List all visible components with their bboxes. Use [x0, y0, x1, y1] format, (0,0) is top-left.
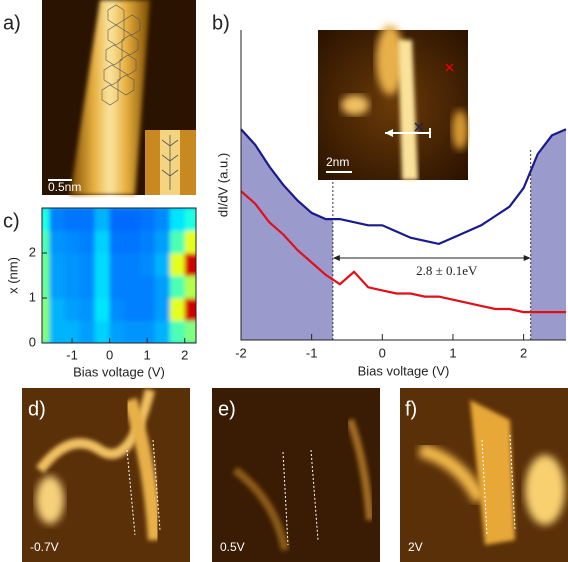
heatmap-cell	[80, 298, 96, 321]
x-tick-label: 1	[144, 347, 151, 362]
heatmap-cell	[155, 231, 171, 254]
heatmap-cell	[95, 321, 111, 344]
stm-image-d	[22, 388, 190, 562]
x-tick-label: 0	[379, 345, 386, 360]
heatmap-cell	[170, 253, 186, 276]
heatmap-cell	[125, 321, 141, 344]
heatmap-cell	[65, 231, 81, 254]
heatmap-cell	[110, 231, 126, 254]
heatmap-cell	[110, 321, 126, 344]
x-tick-label: 2	[520, 345, 527, 360]
heatmap-cell	[185, 298, 201, 321]
figure: 0.5nm a) b) c) 2.8 ± 0.1eV -2 -1 0 1 2 Bias vo…	[0, 0, 568, 562]
panel-label: b)	[212, 12, 230, 34]
heatmap-cell	[80, 208, 96, 231]
heatmap-cell	[140, 298, 156, 321]
bias-label: 2V	[408, 540, 423, 554]
heatmap-cell	[65, 253, 81, 276]
heatmap-cell	[50, 276, 66, 299]
heatmap-cell	[95, 208, 111, 231]
x-tick-label: -1	[66, 347, 78, 362]
heatmap-cell	[125, 276, 141, 299]
heatmap-cell	[170, 208, 186, 231]
heatmap-cell	[155, 253, 171, 276]
heatmap-cell	[95, 253, 111, 276]
heatmap-cell	[170, 231, 186, 254]
heatmap-cell	[155, 276, 171, 299]
y-tick-label: 1	[29, 289, 36, 304]
heatmap-cell	[140, 208, 156, 231]
heatmap-cell	[155, 298, 171, 321]
heatmap-cell	[185, 253, 201, 276]
heatmap-cell	[95, 231, 111, 254]
heatmap-cell	[125, 298, 141, 321]
heatmap-cell	[65, 298, 81, 321]
stm-inset: 2nm	[318, 25, 468, 180]
heatmap-cell	[185, 321, 201, 344]
heatmap-cell	[140, 276, 156, 299]
y-tick-label: 2	[29, 244, 36, 259]
heatmap-cell	[155, 321, 171, 344]
heatmap-cell	[50, 321, 66, 344]
heatmap-cell	[170, 276, 186, 299]
stm-image-e	[212, 388, 380, 562]
panel-label: f)	[405, 398, 417, 420]
x-tick-label: 0	[106, 347, 113, 362]
panel-label: c)	[3, 210, 20, 232]
bias-label: 0.5V	[220, 540, 245, 554]
heatmap-cell	[65, 208, 81, 231]
heatmap-cell	[50, 231, 66, 254]
heatmap-cell	[125, 231, 141, 254]
stm-image-a: 0.5nm	[42, 0, 196, 195]
stm-image-f	[400, 388, 568, 562]
heatmap-cell	[50, 298, 66, 321]
heatmap-cell	[170, 321, 186, 344]
heatmap-cell	[185, 208, 201, 231]
heatmap-cell	[80, 276, 96, 299]
panel-label: d)	[28, 398, 46, 420]
heatmap-cell	[80, 253, 96, 276]
heatmap-cell	[110, 298, 126, 321]
bias-label: -0.7V	[30, 540, 59, 554]
heatmap-cell	[110, 253, 126, 276]
heatmap-cell	[110, 208, 126, 231]
x-tick-label: 2	[181, 347, 188, 362]
heatmap-cells	[34, 208, 200, 344]
panel-label: a)	[3, 12, 21, 34]
x-tick-label: -1	[306, 345, 318, 360]
y-axis-label: dI/dV (a.u.)	[215, 153, 230, 217]
heatmap-cell	[80, 231, 96, 254]
panel-label: e)	[218, 398, 236, 420]
heatmap-cell	[170, 298, 186, 321]
heatmap-cell	[65, 276, 81, 299]
heatmap-cell	[125, 208, 141, 231]
heatmap-cell	[140, 231, 156, 254]
heatmap-cell	[155, 208, 171, 231]
heatmap-cell	[185, 276, 201, 299]
scale-bar-label: 2nm	[326, 155, 349, 169]
x-tick-label: -2	[235, 345, 247, 360]
heatmap-blur	[34, 208, 200, 344]
x-axis-label: Bias voltage (V)	[73, 364, 165, 379]
heatmap-cell	[50, 208, 66, 231]
heatmap-cell	[95, 298, 111, 321]
heatmap-cell	[110, 276, 126, 299]
heatmap-cell	[80, 321, 96, 344]
heatmap-cell	[125, 253, 141, 276]
x-axis-label: Bias voltage (V)	[358, 363, 450, 378]
y-axis-label: x (nm)	[5, 257, 20, 294]
scale-bar-label: 0.5nm	[48, 180, 81, 194]
heatmap-cell	[95, 276, 111, 299]
x-tick-label: 1	[449, 345, 456, 360]
heatmap-cell	[185, 231, 201, 254]
y-tick-label: 0	[29, 334, 36, 349]
gap-annotation: 2.8 ± 0.1eV	[416, 263, 478, 278]
heatmap-cell	[140, 253, 156, 276]
heatmap-cell	[50, 253, 66, 276]
heatmap-chart: -1 0 1 2 0 1 2 Bias voltage (V) x (nm)	[5, 208, 200, 379]
